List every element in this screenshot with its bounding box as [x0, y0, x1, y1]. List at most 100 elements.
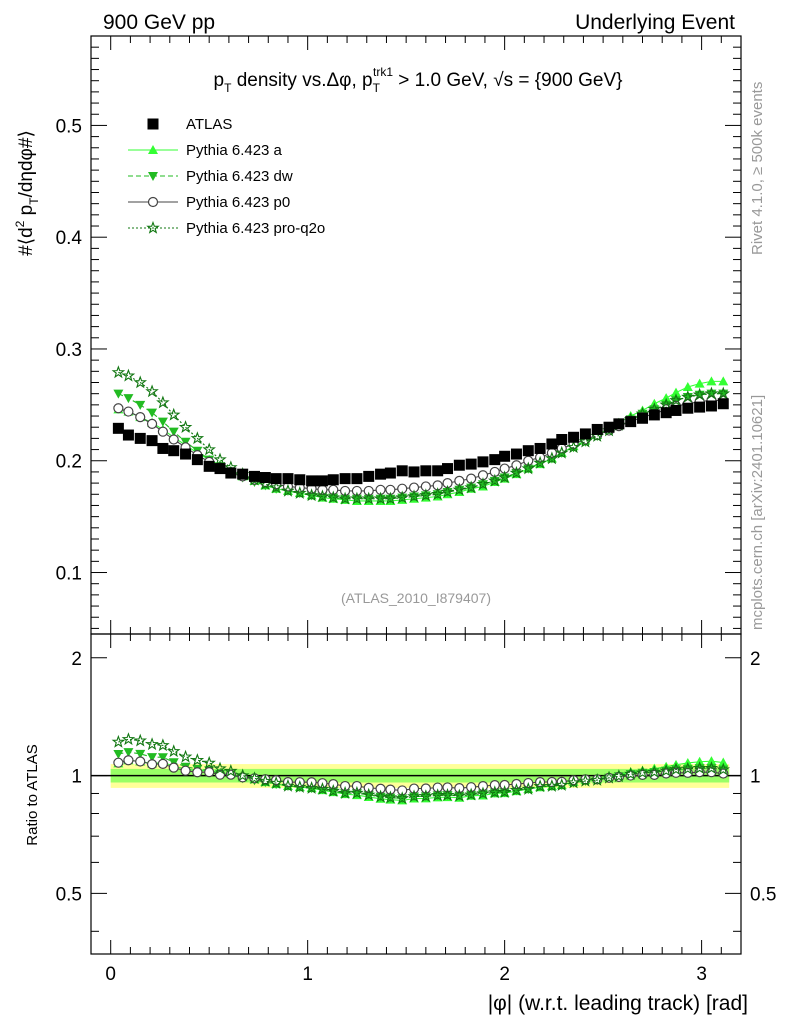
atlas-point [168, 445, 180, 457]
pythia-p0-ratio-point [432, 782, 443, 793]
pythia-pro-q2o-point [133, 375, 148, 389]
pythia-pro-q2o-ratio-line [118, 738, 724, 799]
pythia-pro-q2o-ratio-point [497, 785, 512, 798]
atlas-point [134, 432, 146, 444]
atlas-point [660, 407, 672, 419]
pythia-p0-ratio-point [385, 784, 396, 795]
pythia-pro-q2o-ratio-point [326, 783, 341, 797]
pythia-p0-ratio-point [420, 783, 431, 794]
pythia-p0-point [363, 485, 374, 497]
y-tick-label: 0.4 [56, 228, 83, 249]
atlas-point [339, 473, 351, 485]
pythia-pro-q2o-ratio-point [293, 779, 307, 793]
pythia-pro-q2o-line [118, 371, 724, 500]
atlas-point [203, 460, 215, 472]
pythia-pro-q2o-point [497, 470, 512, 484]
pythia-p0-ratio-point [499, 779, 510, 791]
pythia-a-legend-label: Pythia 6.423 a [186, 142, 283, 159]
pythia-pro-q2o-ratio-point [247, 771, 262, 785]
pythia-p0-ratio-point [123, 755, 134, 766]
pythia-pro-q2o-ratio-point [578, 773, 593, 787]
atlas-point [499, 450, 511, 462]
pythia-pro-q2o-ratio-point [521, 781, 536, 795]
pythia-pro-q2o-ratio-point [166, 744, 181, 758]
atlas-point [477, 456, 489, 468]
pythia-pro-q2o-ratio-point [224, 764, 238, 777]
pythia-pro-q2o-ratio-point [635, 765, 650, 779]
pythia-a-point [682, 381, 693, 391]
pythia-p0-ratio-point [157, 758, 168, 769]
pythia-p0-ratio-point [466, 782, 477, 793]
atlas-point [225, 467, 237, 479]
pythia-p0-point [123, 406, 134, 417]
pythia-p0-ratio-point [146, 759, 158, 770]
pythia-pro-q2o-point [452, 482, 467, 496]
pythia-pro-q2o-ratio-point [590, 772, 604, 786]
pythia-pro-q2o-point [476, 477, 490, 490]
pythia-p0-ratio-point [489, 780, 500, 791]
atlas-point [432, 465, 444, 477]
ratio-plot-frame [90, 633, 742, 955]
atlas-point [705, 400, 717, 412]
pythia-pro-q2o-ratio-point [692, 761, 707, 774]
x-tick-label: 0 [105, 964, 116, 985]
pythia-pro-q2o-ratio-point [509, 783, 524, 796]
pythia-p0-legend-marker [147, 196, 159, 208]
atlas-point [351, 473, 363, 485]
ratio-series [111, 732, 731, 805]
pythia-pro-q2o-ratio-point [716, 762, 731, 776]
pythia-pro-q2o-point [440, 484, 455, 498]
pythia-pro-q2o-point [554, 445, 569, 459]
pythia-pro-q2o-point [716, 386, 731, 400]
atlas-point [579, 428, 591, 440]
pythia-pro-q2o-ratio-point [121, 732, 136, 746]
atlas-point [453, 459, 465, 471]
pythia-pro-q2o-ratio-point [202, 755, 216, 769]
pythia-p0-ratio-point [192, 767, 203, 778]
x-tick-label: 2 [499, 964, 510, 985]
pythia-a-point [706, 376, 717, 386]
atlas-point [270, 473, 282, 485]
pythia-pro-q2o-ratio-point [190, 753, 205, 766]
pythia-dw-legend-label: Pythia 6.423 dw [186, 168, 293, 185]
pythia-p0-ratio-point [375, 783, 386, 794]
mcplots-label: mcplots.cern.ch [arXiv:2401.10621] [749, 395, 766, 630]
pythia-pro-q2o-point [521, 461, 536, 475]
header-right: Underlying Event [575, 11, 735, 34]
ratio-y-axis-label: Ratio to ATLAS [24, 744, 41, 845]
rivet-version-label: Rivet 4.1.0, ≥ 500k events [749, 82, 766, 255]
pythia-pro-q2o-ratio-point [315, 782, 330, 795]
x-tick-label: 3 [696, 964, 707, 985]
pythia-p0-ratio-point [204, 767, 215, 778]
pythia-p0-ratio-point [442, 782, 453, 793]
pythia-pro-q2o-ratio-point [407, 789, 421, 803]
pythia-dw-ratio-point [135, 749, 146, 759]
atlas-point [717, 398, 729, 410]
atlas-point [694, 401, 706, 413]
pythia-dw-point [123, 394, 134, 404]
y-tick-label: 0.1 [56, 564, 82, 585]
pythia-pro-q2o-ratio-point [566, 775, 581, 789]
pythia-pro-q2o-point [419, 488, 433, 502]
pythia-pro-q2o-ratio-point [623, 767, 638, 780]
pythia-pro-q2o-point [178, 420, 193, 433]
pythia-pro-q2o-ratio-point [269, 775, 283, 789]
atlas-point [591, 423, 603, 435]
atlas-legend-marker [147, 118, 159, 130]
pythia-pro-q2o-ratio-point [361, 787, 376, 801]
atlas-point [489, 454, 501, 466]
pythia-pro-q2o-ratio-point [350, 785, 364, 799]
pythia-pro-q2o-point [281, 483, 295, 497]
pythia-p0-ratio-point [180, 765, 191, 776]
pythia-pro-q2o-point [338, 491, 352, 505]
pythia-pro-q2o-ratio-point [111, 734, 126, 748]
atlas-point [408, 466, 420, 478]
pythia-pro-q2o-ratio-point [704, 761, 719, 774]
pythia-pro-q2o-point [145, 384, 159, 398]
pythia-pro-q2o-point [704, 386, 719, 400]
atlas-point [637, 412, 649, 424]
pythia-pro-q2o-point [156, 395, 170, 409]
plot-frames [90, 35, 742, 955]
atlas-point [556, 434, 568, 446]
x-axis-label: |φ| (w.r.t. leading track) [rad] [488, 992, 748, 1015]
